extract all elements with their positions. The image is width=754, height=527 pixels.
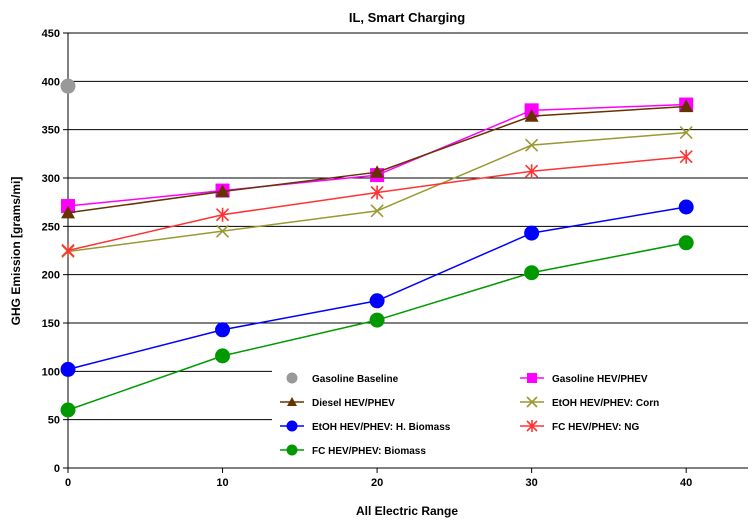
data-point: [286, 372, 298, 384]
marker-stroke: [215, 224, 230, 238]
x-tick-label: 40: [680, 477, 692, 489]
legend-item: Gasoline Baseline: [286, 372, 399, 385]
data-point: [215, 348, 231, 364]
y-axis-title: GHG Emission [grams/mi]: [9, 177, 23, 326]
axes: 0 50 100 150 200 250 300 350 400 450 0 10 20 30 40: [42, 28, 748, 489]
legend-label: Gasoline HEV/PHEV: [552, 374, 648, 385]
legend-background: [272, 364, 748, 464]
data-point: [287, 397, 297, 406]
marker-stroke: [679, 126, 693, 140]
y-tick-label: 0: [54, 463, 60, 475]
data-point: [369, 293, 385, 309]
chart-title: IL, Smart Charging: [349, 10, 465, 25]
y-tick-label: 150: [42, 318, 60, 330]
x-tick-label: 10: [216, 477, 228, 489]
y-tick-label: 400: [42, 76, 60, 88]
series-fc-hev-phev-biomass: [60, 235, 694, 418]
legend-item: Gasoline HEV/PHEV: [520, 373, 648, 385]
legend-label: EtOH HEV/PHEV: Corn: [552, 398, 659, 409]
series-gasoline-baseline: [60, 78, 76, 94]
data-point: [527, 373, 537, 383]
data-point: [369, 312, 385, 328]
data-point: [524, 225, 540, 241]
legend-item: EtOH HEV/PHEV: H. Biomass: [280, 420, 451, 433]
data-point: [215, 322, 231, 338]
data-point: [60, 402, 76, 418]
legend: Gasoline Baseline Gasoline HEV/PHEV Diesel…: [272, 364, 748, 464]
series-group: [60, 78, 694, 418]
data-point: [524, 109, 539, 122]
data-point: [679, 149, 693, 164]
x-tick-label: 30: [526, 477, 538, 489]
marker-stroke: [370, 204, 384, 218]
x-axis-title: All Electric Range: [356, 504, 458, 518]
data-point: [215, 184, 230, 198]
data-point: [60, 78, 76, 94]
legend-label: Gasoline Baseline: [312, 374, 399, 385]
data-point: [678, 199, 694, 215]
data-point: [215, 207, 230, 222]
legend-item: FC HEV/PHEV: NG: [520, 420, 639, 433]
y-tick-label: 300: [42, 173, 60, 185]
data-point: [679, 126, 693, 140]
data-point: [679, 99, 694, 113]
legend-item: EtOH HEV/PHEV: Corn: [520, 396, 659, 409]
y-tick-label: 250: [42, 221, 60, 233]
marker-stroke: [525, 138, 539, 152]
marker-stroke: [526, 396, 538, 408]
data-point: [526, 420, 538, 432]
data-point: [286, 420, 298, 432]
legend-item: FC HEV/PHEV: Biomass: [280, 444, 426, 457]
data-point: [61, 205, 75, 219]
data-point: [524, 265, 540, 281]
legend-label: FC HEV/PHEV: NG: [552, 422, 639, 433]
legend-item: Diesel HEV/PHEV: [280, 397, 395, 409]
data-point: [215, 224, 230, 238]
legend-label: Diesel HEV/PHEV: [312, 398, 395, 409]
x-tick-label: 0: [65, 477, 71, 489]
data-point: [60, 361, 76, 377]
data-point: [370, 185, 384, 200]
x-tick-label: 20: [371, 477, 383, 489]
y-tick-label: 450: [42, 28, 60, 40]
data-point: [286, 444, 298, 456]
legend-label: FC HEV/PHEV: Biomass: [312, 446, 426, 457]
data-point: [526, 396, 538, 408]
y-tick-label: 50: [48, 415, 60, 427]
series-line: [67, 206, 687, 371]
data-point: [678, 235, 694, 251]
data-point: [525, 164, 539, 179]
y-tick-label: 350: [42, 125, 60, 137]
y-tick-label: 200: [42, 270, 60, 282]
data-point: [370, 165, 385, 178]
data-point: [61, 243, 75, 258]
y-tick-label: 100: [42, 366, 60, 378]
data-point: [525, 138, 539, 152]
series-fc-hev-phev-ng: [61, 149, 693, 258]
series-etoh-hev-phev-h-biomass: [60, 199, 694, 377]
gridlines: [68, 32, 748, 421]
legend-label: EtOH HEV/PHEV: H. Biomass: [312, 422, 451, 433]
data-point: [370, 204, 384, 218]
series-diesel-hev-phev: [61, 99, 694, 219]
